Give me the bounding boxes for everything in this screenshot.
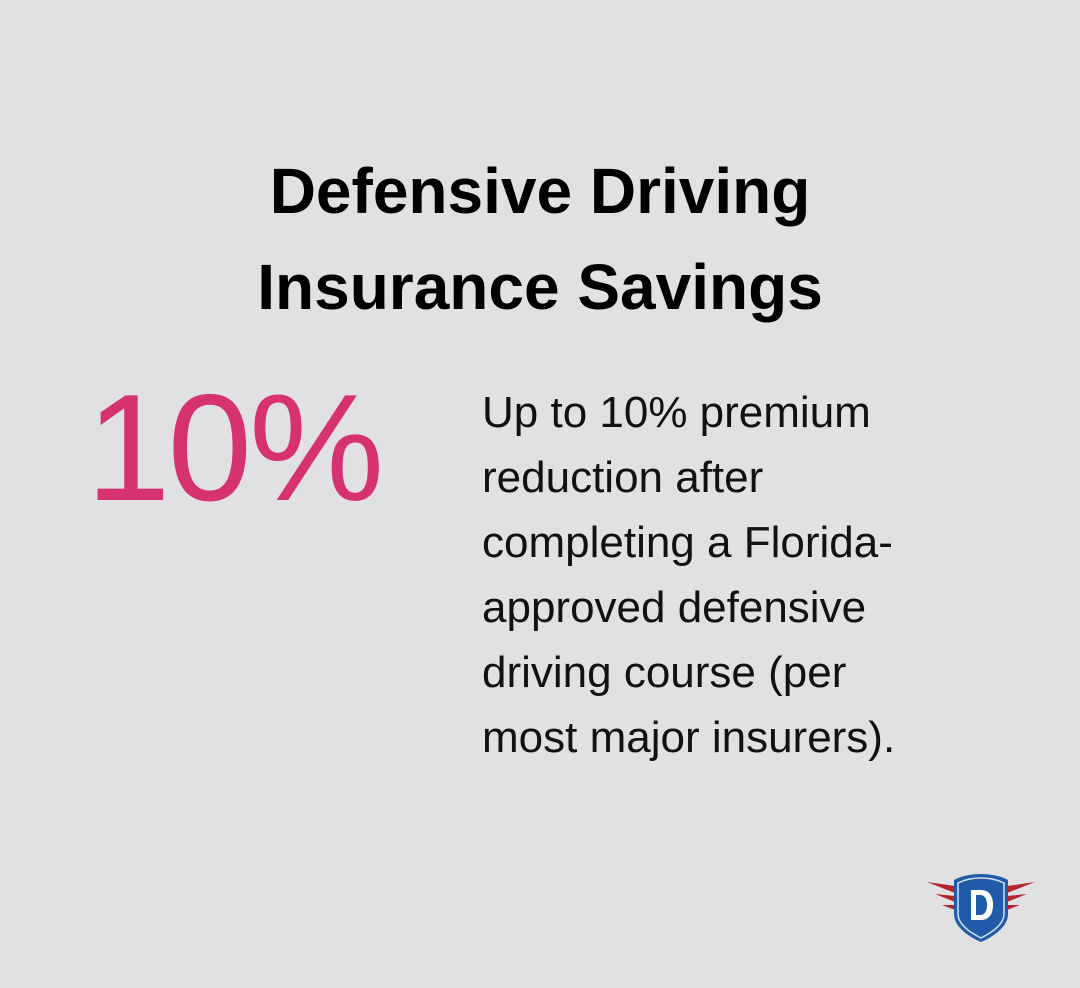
left-wing-icon — [927, 882, 955, 910]
letter-d-icon — [971, 890, 993, 920]
description-line: reduction after — [482, 453, 764, 502]
page-title: Defensive Driving Insurance Savings — [0, 143, 1080, 335]
shield-icon — [954, 874, 1008, 942]
right-wing-icon — [1007, 882, 1035, 910]
logo-svg — [927, 874, 1035, 942]
title-line-2: Insurance Savings — [257, 250, 823, 323]
description-line: approved defensive — [482, 583, 867, 632]
description-line: Up to 10% premium — [482, 388, 871, 437]
description-line: completing a Florida- — [482, 518, 893, 567]
title-line-1: Defensive Driving — [269, 154, 811, 227]
description-line: most major insurers). — [482, 713, 896, 762]
winged-shield-logo-icon — [925, 872, 1037, 944]
stat-description: Up to 10% premium reduction after comple… — [482, 380, 982, 770]
description-line: driving course (per — [482, 648, 847, 697]
stat-percentage: 10% — [86, 363, 384, 533]
